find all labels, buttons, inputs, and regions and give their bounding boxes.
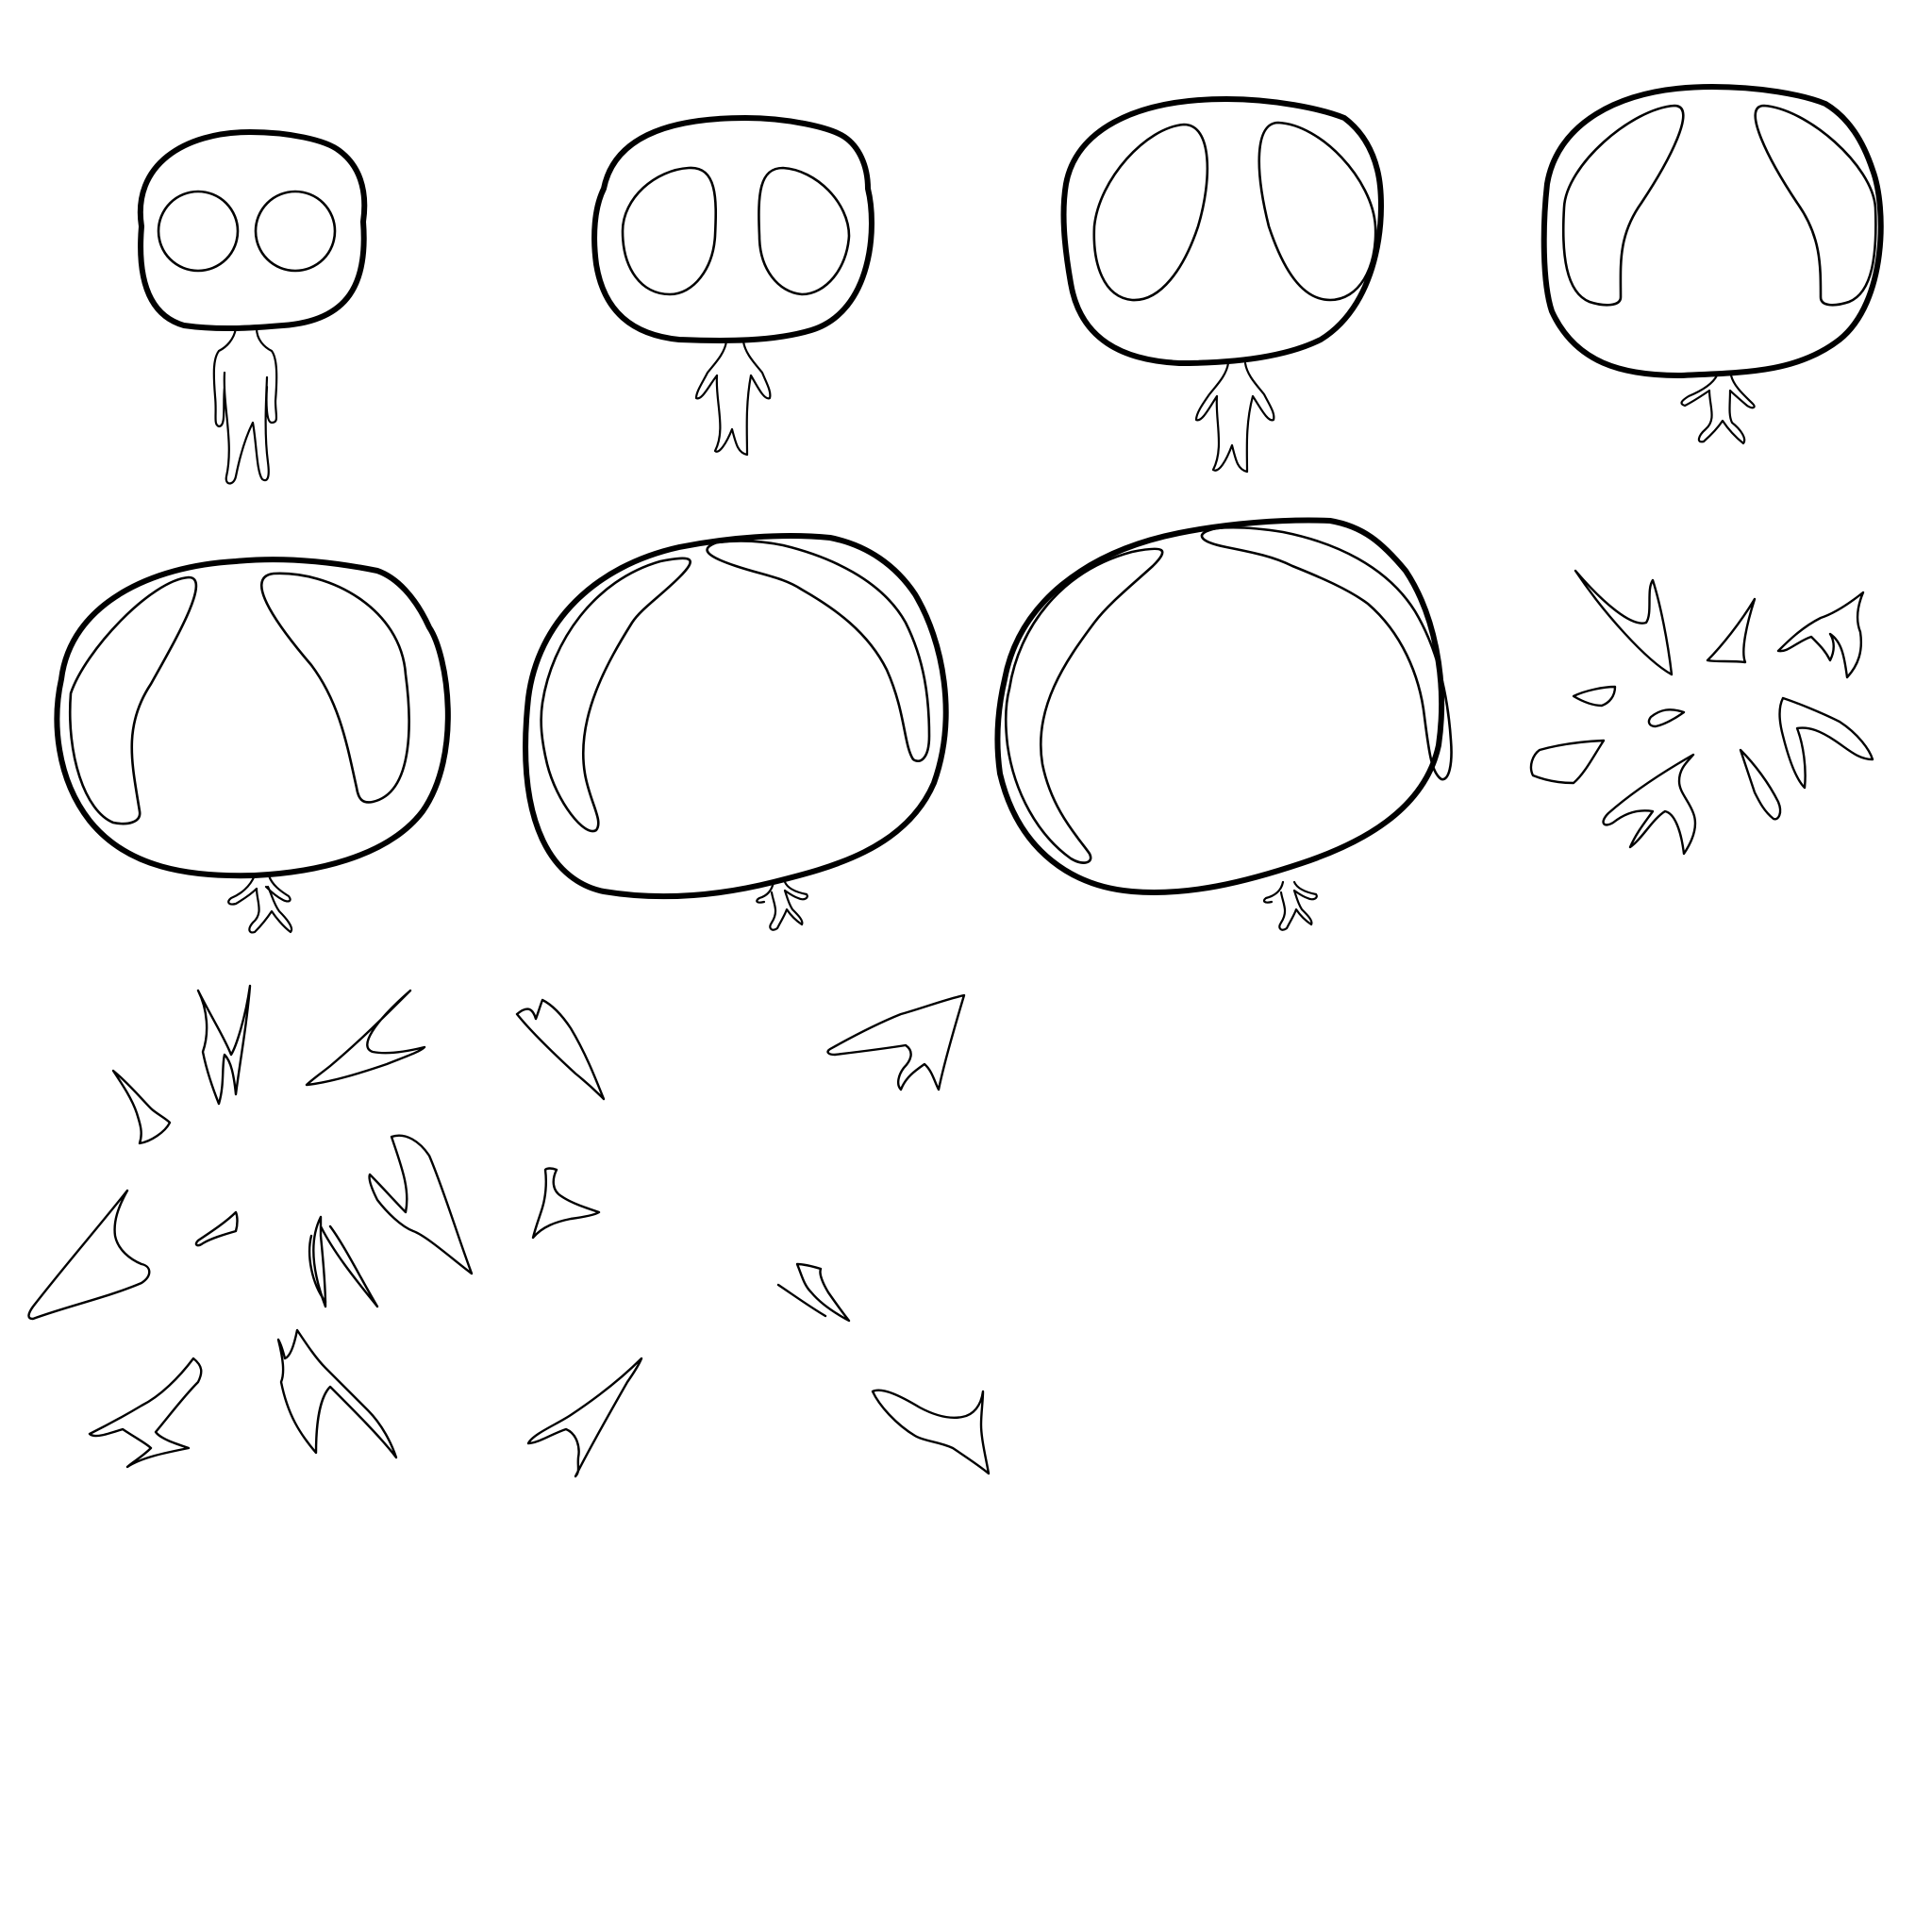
sprite-frame-11 xyxy=(776,993,991,1475)
fragment-shard xyxy=(305,989,426,1087)
sprite-frame-2 xyxy=(591,115,874,457)
sprite-frame-8 xyxy=(1529,569,1874,856)
character-body xyxy=(1680,374,1756,445)
character-body xyxy=(1194,361,1275,474)
character-eye-left xyxy=(1092,123,1209,302)
character-rim-right xyxy=(706,540,931,763)
character-body xyxy=(1262,880,1318,931)
fragment-shard xyxy=(88,1357,203,1469)
character-eye-left xyxy=(157,190,240,273)
character-rim-right xyxy=(1200,525,1453,781)
sprite-frame-4 xyxy=(1541,84,1884,445)
fragment-shard xyxy=(871,1389,991,1475)
character-eye-right xyxy=(260,572,410,804)
fragment-shard xyxy=(826,993,966,1091)
burst-shard xyxy=(1529,739,1606,785)
character-head xyxy=(54,557,451,879)
burst-shard xyxy=(1574,569,1674,676)
character-body xyxy=(694,340,772,457)
sprite-frame-5 xyxy=(54,557,451,934)
character-eye-left xyxy=(621,166,718,296)
sprite-frame-6 xyxy=(523,533,949,931)
character-rim-left xyxy=(1004,547,1164,864)
burst-shard xyxy=(1739,748,1782,821)
character-eye-right xyxy=(1754,104,1877,307)
character-eye-left xyxy=(68,575,198,825)
burst-shard xyxy=(1602,753,1697,856)
burst-shard xyxy=(1778,696,1874,790)
sprite-frame-9 xyxy=(27,984,474,1469)
sprite-frame-7 xyxy=(994,517,1453,931)
character-eye-right xyxy=(254,190,337,273)
fragment-shard xyxy=(515,998,606,1101)
fragment-shard xyxy=(196,984,252,1106)
character-head xyxy=(994,517,1445,895)
burst-shard xyxy=(1647,708,1686,728)
character-eye-right xyxy=(758,166,851,296)
fragment-shard xyxy=(308,1234,327,1304)
character-body xyxy=(227,874,293,934)
character-head xyxy=(523,533,949,900)
fragment-shard xyxy=(776,1262,851,1323)
sprite-frame-1 xyxy=(137,129,368,485)
fragment-shard xyxy=(531,1167,601,1240)
character-head xyxy=(137,129,368,332)
fragment-shard xyxy=(111,1069,172,1145)
fragment-shard xyxy=(312,1215,379,1308)
fragment-shard xyxy=(27,1189,151,1321)
burst-shard xyxy=(1706,597,1757,664)
fragment-shard xyxy=(276,1328,398,1459)
burst-shard xyxy=(1776,591,1865,679)
fragment-shard xyxy=(194,1210,239,1247)
character-head xyxy=(1060,96,1384,366)
sprite-frame-10 xyxy=(515,998,643,1478)
fragment-shard xyxy=(526,1357,643,1478)
character-rim-left xyxy=(540,557,691,833)
character-body xyxy=(756,880,808,931)
burst-shard xyxy=(1572,685,1617,708)
character-head xyxy=(1541,84,1884,378)
character-head xyxy=(591,115,874,343)
character-body xyxy=(212,326,278,485)
character-eye-left xyxy=(1561,104,1685,307)
sprite-frame-3 xyxy=(1060,96,1384,474)
fragment-shard xyxy=(368,1134,474,1275)
character-eye-right xyxy=(1257,121,1377,302)
